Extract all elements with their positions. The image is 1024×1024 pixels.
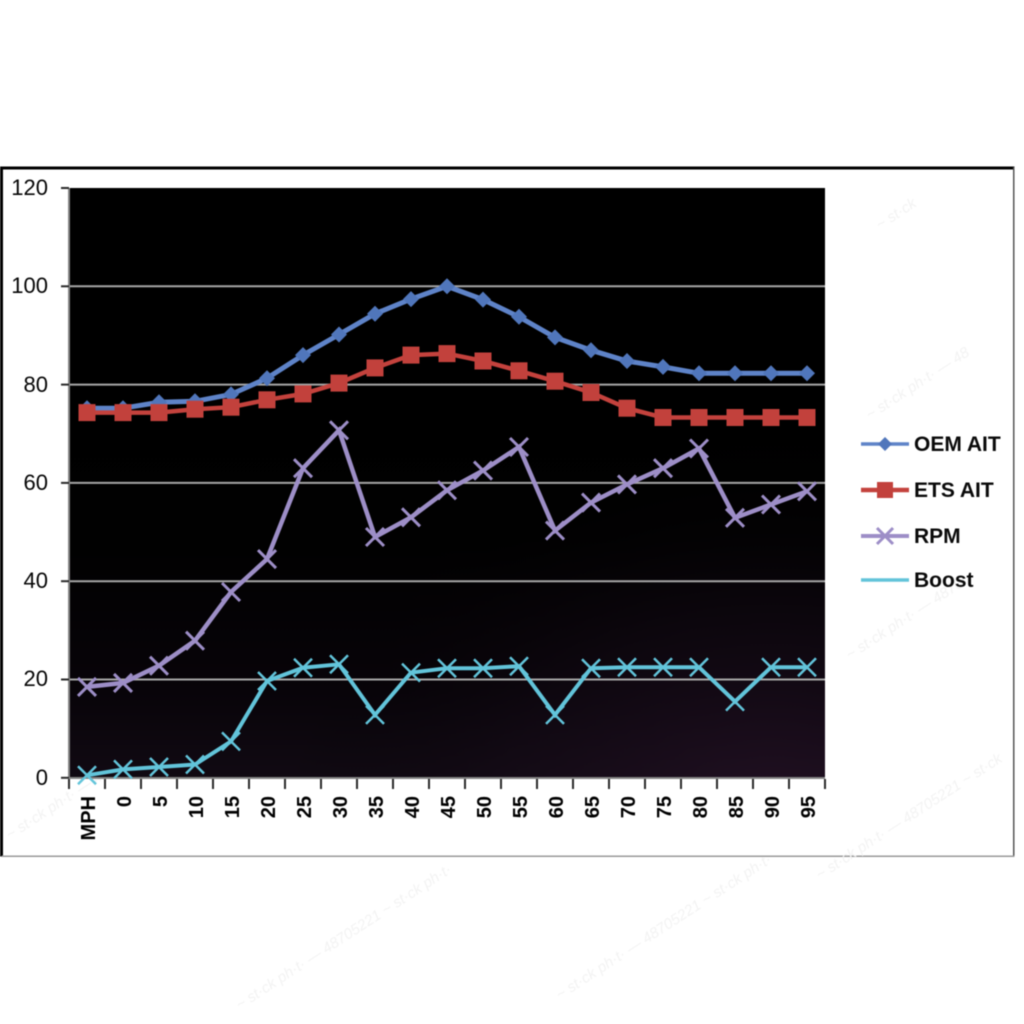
svg-text:0: 0 <box>114 796 136 807</box>
svg-text:100: 100 <box>11 273 48 298</box>
svg-text:50: 50 <box>474 796 496 818</box>
svg-text:90: 90 <box>762 796 784 818</box>
svg-text:10: 10 <box>186 796 208 818</box>
svg-text:40: 40 <box>24 568 48 593</box>
svg-text:60: 60 <box>546 796 568 818</box>
svg-text:Boost: Boost <box>914 569 974 592</box>
svg-text:55: 55 <box>510 796 532 818</box>
svg-text:45: 45 <box>438 796 460 818</box>
svg-text:95: 95 <box>798 796 820 818</box>
svg-text:35: 35 <box>366 796 388 818</box>
svg-text:RPM: RPM <box>914 525 961 548</box>
svg-text:80: 80 <box>24 372 48 397</box>
svg-text:MPH: MPH <box>78 796 100 840</box>
svg-text:25: 25 <box>294 796 316 818</box>
svg-text:5: 5 <box>150 796 172 807</box>
svg-text:40: 40 <box>402 796 424 818</box>
svg-text:OEM AIT: OEM AIT <box>914 433 1001 456</box>
svg-text:ETS AIT: ETS AIT <box>914 479 994 502</box>
svg-text:65: 65 <box>582 796 604 818</box>
svg-text:20: 20 <box>24 666 48 691</box>
svg-text:60: 60 <box>24 470 48 495</box>
svg-text:15: 15 <box>222 796 244 818</box>
svg-text:120: 120 <box>11 175 48 200</box>
svg-text:75: 75 <box>654 796 676 818</box>
svg-text:20: 20 <box>258 796 280 818</box>
svg-text:30: 30 <box>330 796 352 818</box>
svg-text:80: 80 <box>690 796 712 818</box>
svg-text:85: 85 <box>726 796 748 818</box>
svg-text:70: 70 <box>618 796 640 818</box>
svg-text:0: 0 <box>36 765 48 790</box>
